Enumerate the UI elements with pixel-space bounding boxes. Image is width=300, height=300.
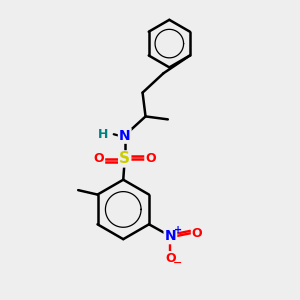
Text: H: H bbox=[98, 128, 108, 141]
Text: O: O bbox=[192, 227, 203, 240]
Text: O: O bbox=[145, 152, 156, 165]
Text: +: + bbox=[174, 225, 182, 235]
Text: N: N bbox=[119, 129, 130, 143]
Text: O: O bbox=[94, 152, 104, 165]
Text: O: O bbox=[165, 252, 176, 265]
Text: −: − bbox=[173, 258, 182, 268]
Text: N: N bbox=[165, 229, 176, 243]
Text: S: S bbox=[119, 152, 130, 166]
